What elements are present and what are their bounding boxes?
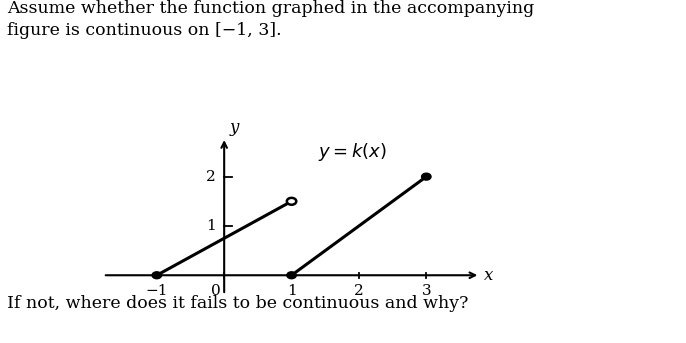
Text: 2: 2 <box>206 170 216 184</box>
Text: 0: 0 <box>211 284 221 298</box>
Circle shape <box>422 173 431 180</box>
Text: 3: 3 <box>421 284 431 298</box>
Circle shape <box>287 198 296 205</box>
Text: 1: 1 <box>206 219 216 233</box>
Circle shape <box>287 272 296 279</box>
Text: 2: 2 <box>354 284 364 298</box>
Text: −1: −1 <box>145 284 168 298</box>
Text: $y = k(x)$: $y = k(x)$ <box>318 141 388 163</box>
Text: Assume whether the function graphed in the accompanying
figure is continuous on : Assume whether the function graphed in t… <box>7 0 534 39</box>
Text: If not, where does it fails to be continuous and why?: If not, where does it fails to be contin… <box>7 295 469 312</box>
Text: x: x <box>484 267 493 284</box>
Circle shape <box>152 272 161 279</box>
Text: y: y <box>230 119 239 136</box>
Text: 1: 1 <box>287 284 296 298</box>
